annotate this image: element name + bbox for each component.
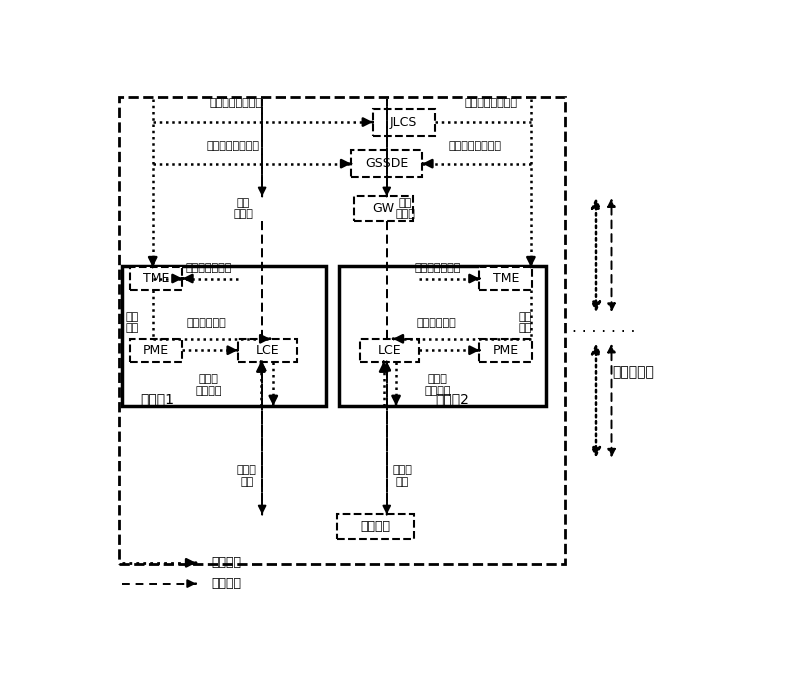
Bar [351,150,422,177]
Bar [130,339,182,362]
Text: 接入网1: 接入网1 [140,393,174,406]
Text: LCE: LCE [255,344,279,356]
Text: PME: PME [493,344,519,356]
Bar [337,514,414,539]
Text: 负载控制策略: 负载控制策略 [186,318,226,327]
Text: 其他接入网: 其他接入网 [612,365,654,379]
Text: 分层流
数据: 分层流 数据 [237,465,257,487]
Bar [122,265,326,406]
Text: TME: TME [493,272,519,285]
Text: . . . . . . .: . . . . . . . [572,321,635,335]
Text: TME: TME [143,272,170,285]
Bar [238,339,297,362]
Bar [373,109,435,136]
Text: 负载和移动性信息: 负载和移动性信息 [464,99,517,109]
Text: 数据子层绑定信息: 数据子层绑定信息 [449,142,502,151]
Text: GSSDE: GSSDE [365,157,408,170]
Text: 分层
数据流: 分层 数据流 [395,198,415,219]
Bar [479,267,532,290]
Text: 分层流
数据: 分层流 数据 [392,465,412,487]
Text: 负载控制策略: 负载控制策略 [416,318,456,327]
Text: 接入和
切换管理: 接入和 切换管理 [195,374,222,396]
Text: 数据子层绑定信息: 数据子层绑定信息 [206,142,260,151]
Text: 负载和移动性信息: 负载和移动性信息 [210,99,263,109]
Bar [360,339,419,362]
Bar [479,339,532,362]
Text: 移动终端: 移动终端 [361,520,390,533]
Text: LCE: LCE [378,344,402,356]
Bar [338,265,546,406]
Text: 接入网2: 接入网2 [435,393,469,406]
Text: JLCS: JLCS [390,115,418,128]
Text: 数据平面: 数据平面 [211,577,242,590]
Text: 参数
输入: 参数 输入 [126,312,139,333]
Text: 用户移动性信息: 用户移动性信息 [186,263,232,273]
Bar [118,97,565,564]
Text: 参数
输入: 参数 输入 [518,312,531,333]
Text: PME: PME [143,344,169,356]
Text: 接入和
切换管理: 接入和 切换管理 [425,374,451,396]
Text: 分层
数据流: 分层 数据流 [234,198,254,219]
Text: 用户移动性信息: 用户移动性信息 [414,263,461,273]
Text: 控制平面: 控制平面 [211,556,242,569]
Bar [354,196,413,221]
Text: GW: GW [373,202,394,215]
Bar [130,267,182,290]
